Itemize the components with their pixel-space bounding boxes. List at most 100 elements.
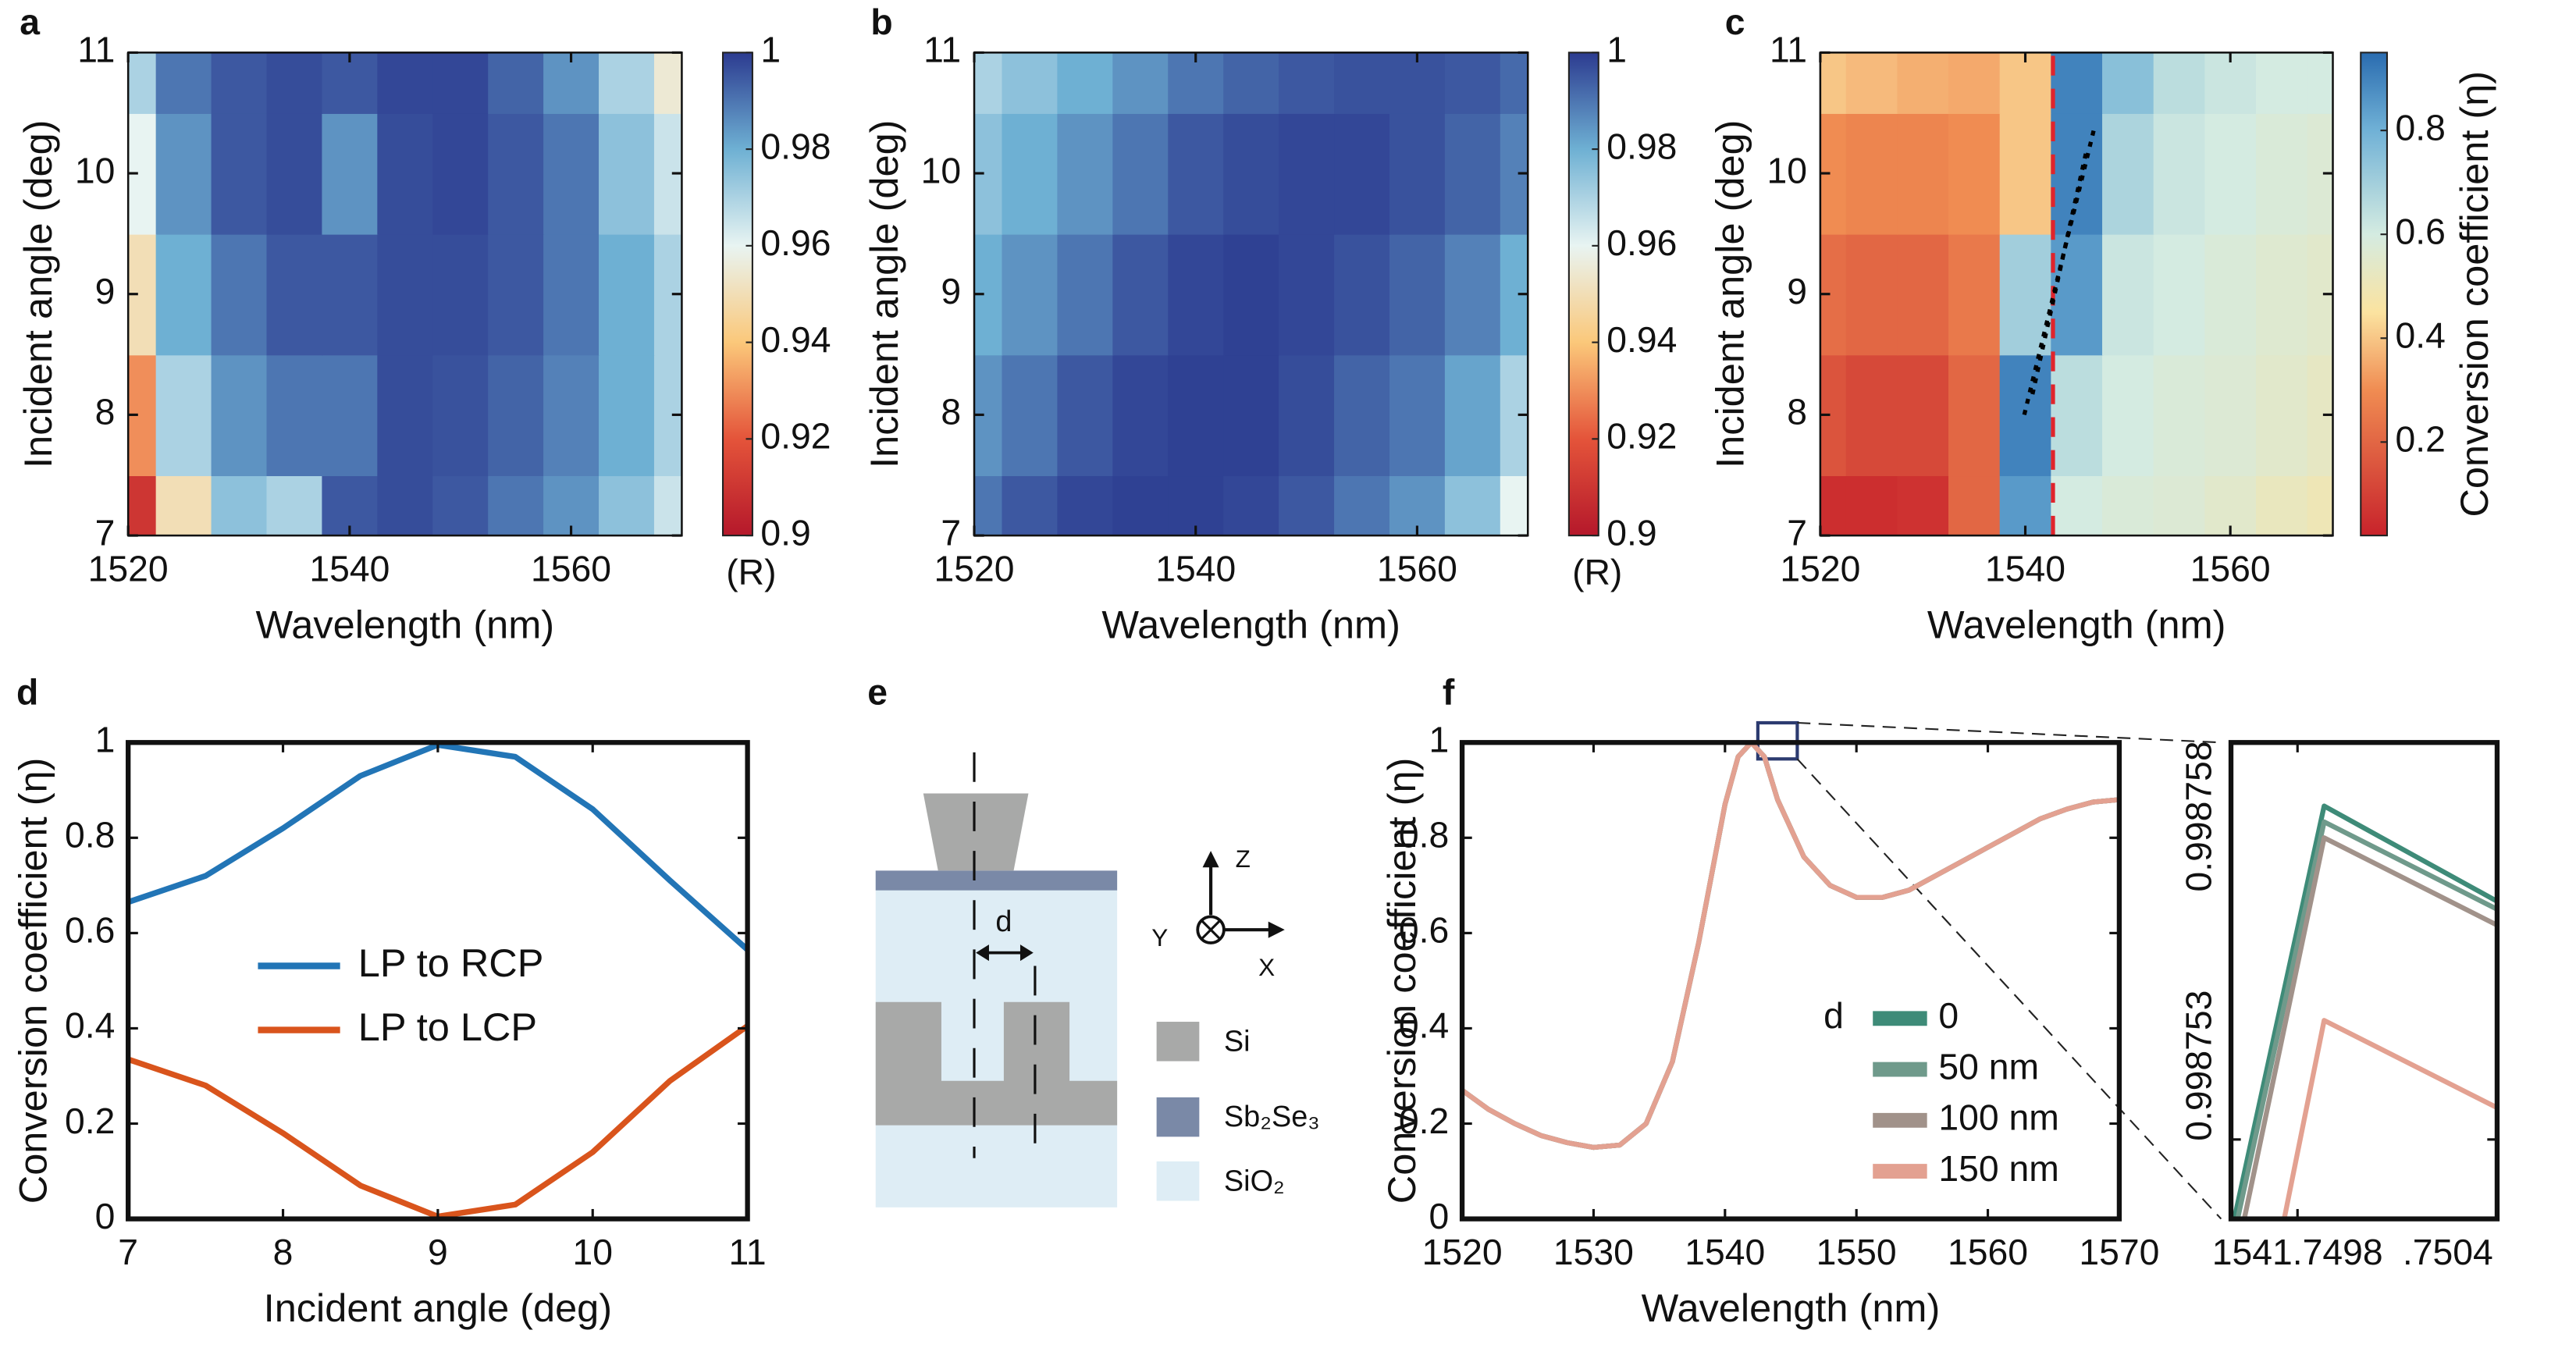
y-tick-label: 0 — [1429, 1196, 1449, 1236]
x-axis-label: Wavelength (nm) — [1642, 1286, 1941, 1330]
heatmap-cell — [1999, 52, 2052, 114]
heatmap-cell — [543, 112, 600, 235]
heatmap-cell — [1279, 475, 1336, 536]
heatmap-cell — [2051, 354, 2104, 477]
colorbar — [721, 52, 753, 537]
heatmap-cell — [2051, 475, 2104, 536]
legend-swatch — [1156, 1022, 1200, 1062]
y-tick-label: 0.2 — [1399, 1101, 1449, 1141]
heatmap-cell — [599, 354, 656, 477]
heatmap-cell — [1999, 354, 2052, 477]
heatmap-cell — [2153, 233, 2206, 356]
x-tick-label: 10 — [572, 1232, 613, 1272]
heatmap-cell — [1820, 475, 1847, 536]
colorbar-label: (R) — [726, 552, 776, 592]
colorbar — [2360, 52, 2389, 537]
series-line — [2282, 1018, 2497, 1219]
colorbar-tick-label: 0.98 — [1606, 126, 1677, 166]
heatmap-cell — [1168, 233, 1225, 356]
heatmap-cell — [543, 475, 600, 536]
y-tick-label: 0.998753 — [2178, 991, 2218, 1141]
heatmap-cell — [266, 475, 323, 536]
heatmap-cell — [1168, 52, 1225, 114]
heatmap-cell — [2256, 52, 2308, 114]
axis-lines — [973, 752, 1037, 1158]
series-line — [1462, 742, 2119, 1151]
heatmap-cell — [2153, 354, 2206, 477]
x-axis-label: Incident angle (deg) — [264, 1286, 612, 1330]
legend-label: LP to LCP — [358, 1005, 537, 1049]
heatmap-cell — [2204, 475, 2258, 536]
heatmap-cell — [1334, 52, 1391, 114]
plot-area — [2232, 803, 2497, 1219]
axis-label: Z — [1236, 845, 1251, 873]
annotation-line — [2030, 148, 2089, 395]
heatmap-cell — [543, 233, 600, 356]
y-tick-label: 0.8 — [1399, 815, 1449, 855]
panel-label: f — [1443, 671, 1455, 712]
heatmap-cell — [2204, 112, 2258, 235]
x-tick-label: 1570 — [2079, 1232, 2159, 1272]
heatmap-cell — [155, 52, 212, 114]
heatmap-cell — [432, 233, 489, 356]
zoom-indicator — [1756, 720, 2222, 1220]
heatmap-cell — [1897, 52, 1950, 114]
series-line — [2241, 835, 2497, 1219]
heatmap-cell — [653, 475, 682, 536]
heatmap-cell — [2204, 52, 2258, 114]
heatmap-cell — [211, 475, 268, 536]
heatmap-cell — [543, 354, 600, 477]
y-tick-label: 11 — [923, 30, 961, 70]
heatmap-cell — [1389, 233, 1446, 356]
panel-label: a — [20, 2, 41, 42]
heatmap-cell — [377, 233, 434, 356]
x-axis-label: Wavelength (nm) — [1101, 602, 1400, 646]
heatmap-cell — [155, 354, 212, 477]
heatmap-cell — [599, 233, 656, 356]
heatmap-cell — [322, 233, 379, 356]
colorbar-tick-label: 1 — [760, 30, 781, 70]
series-line — [128, 742, 748, 952]
heatmap-cell — [1444, 112, 1502, 235]
heatmap-cell — [1897, 475, 1950, 536]
heatmap-cell — [1948, 52, 2001, 114]
heatmap-cell — [1223, 233, 1280, 356]
x-tick-label: 11 — [729, 1232, 767, 1272]
panel-label: b — [870, 2, 892, 42]
heatmap-cell — [155, 475, 212, 536]
heatmap-cell — [1223, 475, 1280, 536]
panel: 7 8 9 10 11 0 0.2 0.4 0.6 0.8 1 d Incident angle (de… — [11, 671, 767, 1329]
y-tick-label: 9 — [95, 271, 116, 311]
heatmap-cell — [1389, 112, 1446, 235]
legend-title: d — [1823, 995, 1844, 1036]
heatmap-cell — [377, 52, 434, 114]
y-tick-label: 9 — [941, 271, 961, 311]
heatmap-cell — [1948, 354, 2001, 477]
colorbar-tick-label: 1 — [1606, 30, 1627, 70]
heatmap-cell — [377, 112, 434, 235]
heatmap-cell — [2256, 475, 2308, 536]
arrow-head — [1019, 944, 1034, 962]
heatmap-cell — [432, 475, 489, 536]
y-axis-into-page — [1196, 915, 1226, 944]
heatmap-cell — [1223, 112, 1280, 235]
heatmap-cell — [1002, 475, 1059, 536]
colorbar-tick-label: 0.94 — [760, 319, 831, 360]
heatmap-cell — [1845, 233, 1898, 356]
legend-swatch — [1156, 1161, 1200, 1201]
x-tick-label: 1540 — [1985, 549, 2065, 589]
heatmap-cell — [1389, 475, 1446, 536]
heatmap-cell — [432, 52, 489, 114]
axis-label: X — [1258, 953, 1275, 981]
heatmap-cell — [1444, 475, 1502, 536]
panel-label: c — [1725, 2, 1745, 42]
x-tick-label: 1541.7498 — [2212, 1232, 2383, 1272]
heatmap-cell — [1002, 52, 1059, 114]
heatmap-cell — [1948, 475, 2001, 536]
heatmap-cell — [322, 52, 379, 114]
heatmap-cell — [1389, 52, 1446, 114]
legend-label: SiO₂ — [1224, 1165, 1285, 1197]
heatmap-cell — [1334, 354, 1391, 477]
y-tick-label: 10 — [75, 150, 115, 190]
